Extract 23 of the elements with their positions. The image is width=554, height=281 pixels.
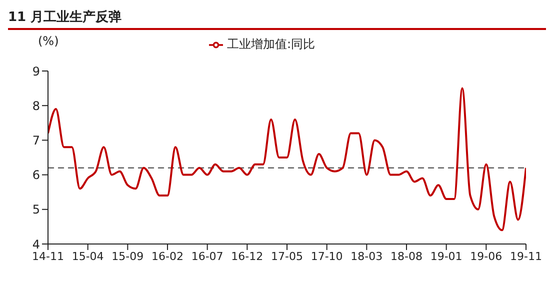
legend-label: 工业增加值:同比 bbox=[226, 37, 316, 51]
x-tick-label: 19-11 bbox=[510, 250, 542, 263]
y-tick-label: 4 bbox=[32, 237, 40, 252]
x-tick-label: 14-11 bbox=[32, 250, 64, 263]
y-tick-label: 6 bbox=[32, 168, 40, 182]
y-axis-title: (%) bbox=[38, 34, 59, 48]
x-tick-label: 16-07 bbox=[191, 250, 224, 263]
x-tick-label: 17-05 bbox=[271, 250, 303, 263]
line-series bbox=[48, 87, 526, 232]
x-tick-label: 15-04 bbox=[72, 250, 104, 263]
y-tick-label: 7 bbox=[32, 133, 40, 148]
x-tick-label: 16-02 bbox=[152, 250, 184, 263]
y-tick-label: 9 bbox=[32, 64, 40, 78]
x-tick-label: 19-06 bbox=[470, 250, 502, 263]
y-tick-label: 8 bbox=[32, 98, 40, 113]
x-tick-label: 17-10 bbox=[310, 250, 343, 263]
x-tick-label: 18-08 bbox=[390, 250, 422, 263]
y-tick-label: 5 bbox=[32, 202, 40, 217]
x-tick-label: 18-03 bbox=[350, 250, 383, 263]
chart-title: 11 月工业生产反弹 bbox=[8, 8, 546, 30]
x-tick-label: 15-09 bbox=[112, 250, 144, 263]
x-tick-label: 19-01 bbox=[430, 250, 462, 263]
x-tick-label: 16-12 bbox=[231, 250, 264, 263]
